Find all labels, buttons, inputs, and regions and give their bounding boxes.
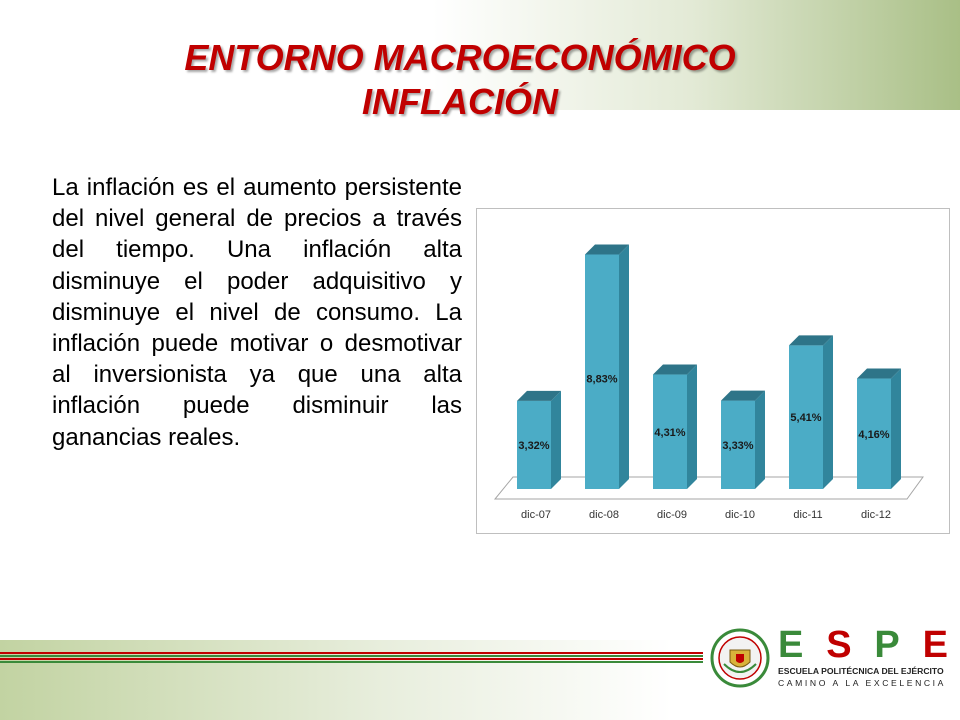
- chart-bar-front: [653, 374, 687, 489]
- stripe-red-1: [0, 652, 703, 654]
- chart-bar-dic-11: [789, 335, 833, 489]
- chart-data-label: 5,41%: [790, 412, 821, 424]
- chart-x-tick-label: dic-08: [589, 509, 619, 521]
- logo-motto: CAMINO A LA EXCELENCIA: [778, 678, 947, 688]
- chart-bar-side: [891, 368, 901, 489]
- chart-bar-side: [551, 390, 561, 489]
- chart-bar-front: [789, 345, 823, 489]
- logo-letter-e1: E: [778, 624, 804, 666]
- chart-ticks: dic-07 dic-08 dic-09 dic-10 dic-11 dic-12: [521, 509, 891, 521]
- chart-bar-top: [789, 335, 833, 346]
- chart-bar-dic-07: [517, 390, 561, 489]
- chart-x-tick-label: dic-07: [521, 509, 551, 521]
- chart-bar-top: [721, 390, 765, 401]
- chart-x-tick-label: dic-10: [725, 509, 755, 521]
- chart-bars: 3,32% 8,83% 4,31% 3,33% 5,41% 4,16%: [517, 244, 901, 489]
- chart-data-label: 8,83%: [586, 374, 617, 386]
- chart-data-label: 3,32%: [518, 440, 549, 452]
- chart-bar-top: [517, 390, 561, 401]
- chart-bar-dic-12: [857, 368, 901, 489]
- chart-data-label: 4,16%: [858, 429, 889, 441]
- slide-title: ENTORNO MACROECONÓMICO INFLACIÓN: [60, 36, 860, 124]
- slide-body-text: La inflación es el aumento persistente d…: [52, 174, 462, 451]
- espe-logo: E S P E ESCUELA POLITÉCNICA DEL EJÉRCITO…: [704, 624, 954, 694]
- espe-letters: E S P E: [778, 624, 948, 666]
- footer-stripes: [0, 652, 703, 665]
- chart-bar-top: [857, 368, 901, 379]
- stripe-green-1: [0, 655, 703, 657]
- slide-title-line2: INFLACIÓN: [362, 81, 558, 122]
- inflation-chart: 3,32% 8,83% 4,31% 3,33% 5,41% 4,16% dic-07 dic…: [476, 208, 950, 534]
- espe-seal-icon: [710, 628, 770, 688]
- chart-bar-top: [585, 244, 629, 255]
- chart-bar-front: [517, 400, 551, 489]
- chart-bar-side: [755, 390, 765, 489]
- chart-x-tick-label: dic-12: [861, 509, 891, 521]
- chart-bar-side: [687, 364, 697, 489]
- stripe-red-2: [0, 658, 703, 660]
- inflation-chart-svg: 3,32%8,83%4,31%3,33%5,41%4,16% dic-07 dic…: [493, 244, 924, 521]
- chart-bar-side: [619, 244, 629, 489]
- chart-bar-front: [585, 254, 619, 489]
- logo-letter-e2: E: [922, 624, 948, 666]
- stripe-green-2: [0, 661, 703, 663]
- logo-school-name: ESCUELA POLITÉCNICA DEL EJÉRCITO: [778, 666, 944, 676]
- logo-letter-p: P: [874, 624, 900, 666]
- chart-bar-dic-08: [585, 244, 629, 489]
- chart-bar-side: [823, 335, 833, 489]
- header-background: [0, 0, 960, 110]
- chart-bar-front: [721, 400, 755, 489]
- chart-bar-front: [857, 378, 891, 489]
- chart-bar-dic-09: [653, 364, 697, 489]
- chart-data-label: 3,33%: [722, 440, 753, 452]
- chart-bar-top: [653, 364, 697, 375]
- chart-bar-dic-10: [721, 390, 765, 489]
- chart-data-label: 4,31%: [654, 427, 685, 439]
- chart-x-tick-label: dic-09: [657, 509, 687, 521]
- chart-x-tick-label: dic-11: [793, 509, 822, 521]
- slide-title-line1: ENTORNO MACROECONÓMICO: [184, 37, 736, 78]
- logo-letter-s: S: [826, 624, 852, 666]
